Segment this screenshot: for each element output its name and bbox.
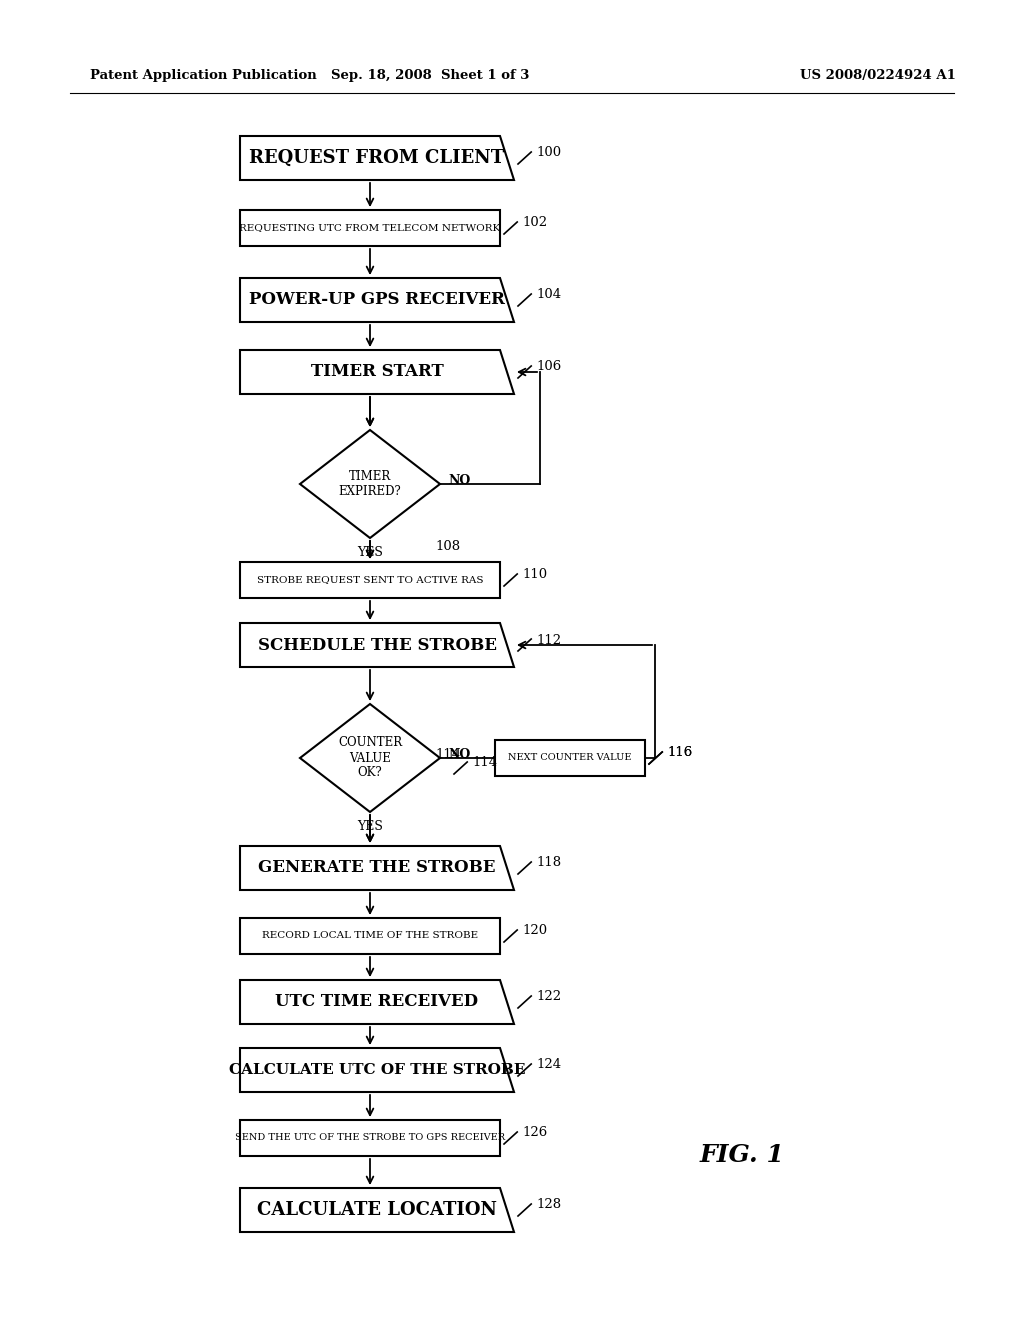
- Bar: [240, 210, 500, 246]
- Text: 108: 108: [435, 540, 460, 553]
- Bar: [240, 562, 500, 598]
- Text: POWER-UP GPS RECEIVER: POWER-UP GPS RECEIVER: [249, 292, 505, 309]
- Text: 116: 116: [668, 747, 692, 759]
- Text: CALCULATE LOCATION: CALCULATE LOCATION: [257, 1201, 497, 1218]
- Text: 110: 110: [522, 569, 547, 582]
- Polygon shape: [300, 430, 440, 539]
- Polygon shape: [240, 1188, 514, 1232]
- Polygon shape: [240, 279, 514, 322]
- Text: TIMER
EXPIRED?: TIMER EXPIRED?: [339, 470, 401, 498]
- Text: 112: 112: [537, 634, 561, 647]
- Text: NEXT COUNTER VALUE: NEXT COUNTER VALUE: [508, 754, 632, 763]
- Text: SCHEDULE THE STROBE: SCHEDULE THE STROBE: [257, 636, 497, 653]
- Text: GENERATE THE STROBE: GENERATE THE STROBE: [258, 859, 496, 876]
- Bar: [495, 741, 645, 776]
- Text: 128: 128: [537, 1199, 561, 1212]
- Text: REQUESTING UTC FROM TELECOM NETWORK: REQUESTING UTC FROM TELECOM NETWORK: [240, 223, 501, 232]
- Text: 100: 100: [537, 147, 561, 160]
- Text: NO: NO: [449, 747, 470, 760]
- Text: 102: 102: [522, 216, 547, 230]
- Polygon shape: [240, 136, 514, 180]
- Polygon shape: [300, 704, 440, 812]
- Text: 114: 114: [472, 756, 498, 770]
- Text: SEND THE UTC OF THE STROBE TO GPS RECEIVER: SEND THE UTC OF THE STROBE TO GPS RECEIV…: [234, 1134, 505, 1143]
- Text: 116: 116: [668, 747, 692, 759]
- Bar: [240, 917, 500, 954]
- Text: YES: YES: [357, 820, 383, 833]
- Text: 124: 124: [537, 1059, 561, 1072]
- Text: TIMER START: TIMER START: [310, 363, 443, 380]
- Text: 114: 114: [435, 748, 460, 762]
- Text: US 2008/0224924 A1: US 2008/0224924 A1: [800, 69, 955, 82]
- Text: NO: NO: [449, 474, 470, 487]
- Text: CALCULATE UTC OF THE STROBE: CALCULATE UTC OF THE STROBE: [228, 1063, 525, 1077]
- Text: Patent Application Publication: Patent Application Publication: [90, 69, 316, 82]
- Text: YES: YES: [357, 545, 383, 558]
- Polygon shape: [240, 1048, 514, 1092]
- Text: 120: 120: [522, 924, 547, 937]
- Bar: [240, 1119, 500, 1156]
- Text: 106: 106: [537, 360, 561, 374]
- Polygon shape: [240, 623, 514, 667]
- Text: RECORD LOCAL TIME OF THE STROBE: RECORD LOCAL TIME OF THE STROBE: [262, 932, 478, 940]
- Text: FIG. 1: FIG. 1: [700, 1143, 784, 1167]
- Text: 104: 104: [537, 289, 561, 301]
- Polygon shape: [240, 979, 514, 1024]
- Text: 126: 126: [522, 1126, 548, 1139]
- Text: 122: 122: [537, 990, 561, 1003]
- Text: UTC TIME RECEIVED: UTC TIME RECEIVED: [275, 994, 478, 1011]
- Text: STROBE REQUEST SENT TO ACTIVE RAS: STROBE REQUEST SENT TO ACTIVE RAS: [257, 576, 483, 585]
- Text: REQUEST FROM CLIENT: REQUEST FROM CLIENT: [250, 149, 505, 168]
- Text: 118: 118: [537, 857, 561, 870]
- Polygon shape: [240, 846, 514, 890]
- Polygon shape: [240, 350, 514, 393]
- Text: Sep. 18, 2008  Sheet 1 of 3: Sep. 18, 2008 Sheet 1 of 3: [331, 69, 529, 82]
- Text: COUNTER
VALUE
OK?: COUNTER VALUE OK?: [338, 737, 402, 780]
